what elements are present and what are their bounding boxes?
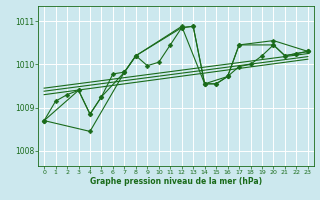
X-axis label: Graphe pression niveau de la mer (hPa): Graphe pression niveau de la mer (hPa) bbox=[90, 177, 262, 186]
